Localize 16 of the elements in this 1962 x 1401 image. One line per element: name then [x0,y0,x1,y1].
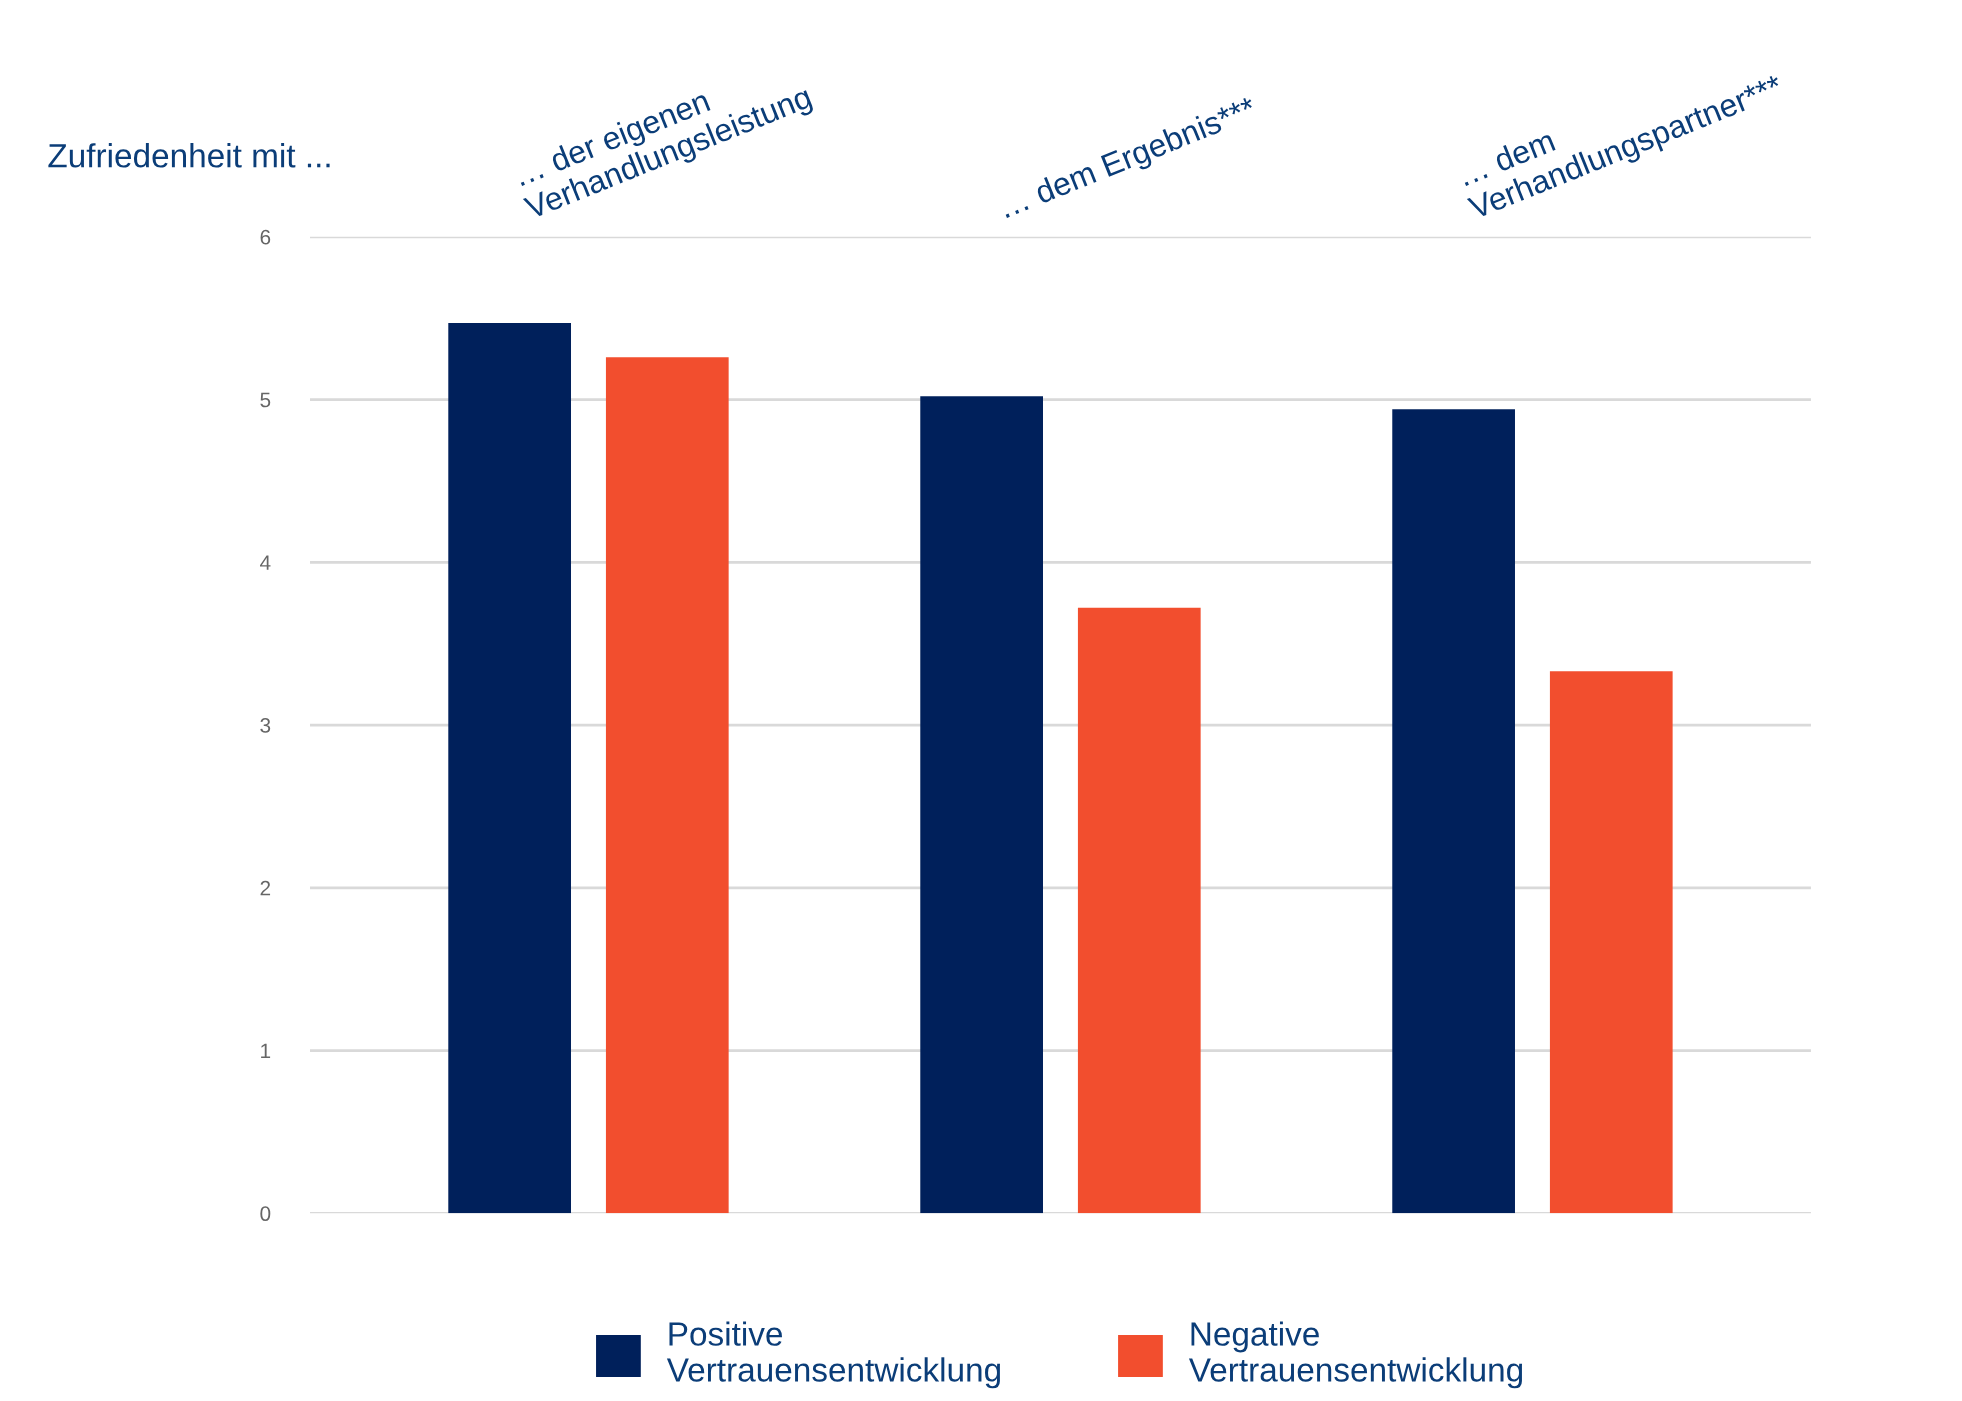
bar [448,323,572,1214]
y-tick-label: 3 [260,718,271,733]
y-tick-label: 0 [260,1206,271,1222]
bar [1549,671,1673,1214]
legend-label: Negative Vertrauensentwicklung [1188,1321,1523,1389]
y-tick-label: 5 [260,392,271,408]
y-tick-label: 2 [260,880,271,896]
y-axis-title: Zufriedenheit mit ... [48,143,330,168]
bar [920,396,1043,1214]
y-tick-label: 1 [261,1043,271,1059]
y-tick-label: 4 [260,555,271,570]
bar [1392,409,1515,1214]
y-tick-label: 6 [260,229,271,245]
legend-label: Positive Vertrauensentwicklung [666,1321,1000,1389]
bar [605,357,729,1214]
bar [1077,607,1201,1214]
